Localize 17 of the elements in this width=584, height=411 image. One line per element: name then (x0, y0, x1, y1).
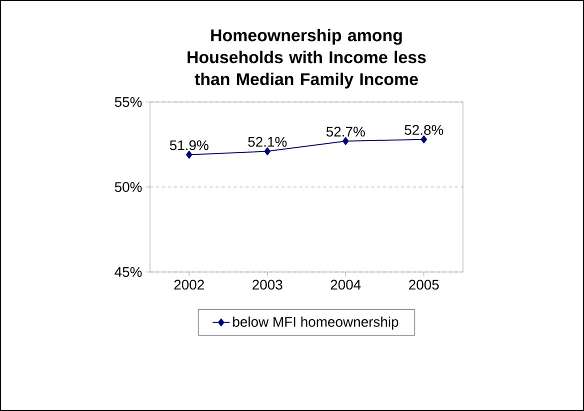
data-label: 51.9% (170, 140, 208, 150)
y-tick-label: 50% (114, 182, 142, 192)
chart-title: Homeownership among Households with Income less than Median Family Income (188, 28, 426, 88)
data-label: 52.8% (404, 124, 444, 135)
y-tick-label: 45% (114, 267, 142, 277)
x-tick-label: 2005 (409, 280, 439, 290)
point (342, 137, 349, 146)
y-tick-label: 55% (114, 97, 142, 107)
point (420, 135, 427, 144)
x-tick-label: 2002 (174, 280, 204, 290)
x-tick-label: 2004 (330, 280, 361, 290)
point (264, 147, 270, 156)
point (186, 150, 192, 159)
legend-label: below MFI homeownership (233, 316, 398, 330)
data-label: 52.7% (326, 126, 365, 137)
x-tick-label: 2003 (252, 280, 282, 290)
data-label: 52.1% (248, 136, 287, 147)
